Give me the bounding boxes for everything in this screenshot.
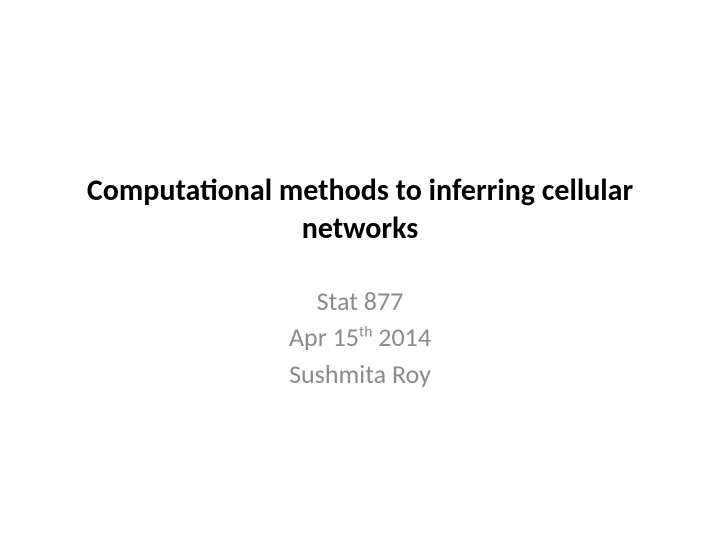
slide: Computational methods to inferring cellu… (0, 0, 720, 540)
date-ordinal: th (359, 323, 372, 342)
slide-title: Computational methods to inferring cellu… (0, 172, 720, 247)
course-line: Stat 877 (289, 283, 431, 319)
date-prefix: Apr 15 (289, 321, 359, 353)
author-line: Sushmita Roy (289, 356, 431, 392)
date-line: Apr 15th 2014 (289, 319, 431, 355)
date-year: 2014 (372, 321, 431, 353)
slide-subtitle: Stat 877 Apr 15th 2014 Sushmita Roy (289, 283, 431, 392)
